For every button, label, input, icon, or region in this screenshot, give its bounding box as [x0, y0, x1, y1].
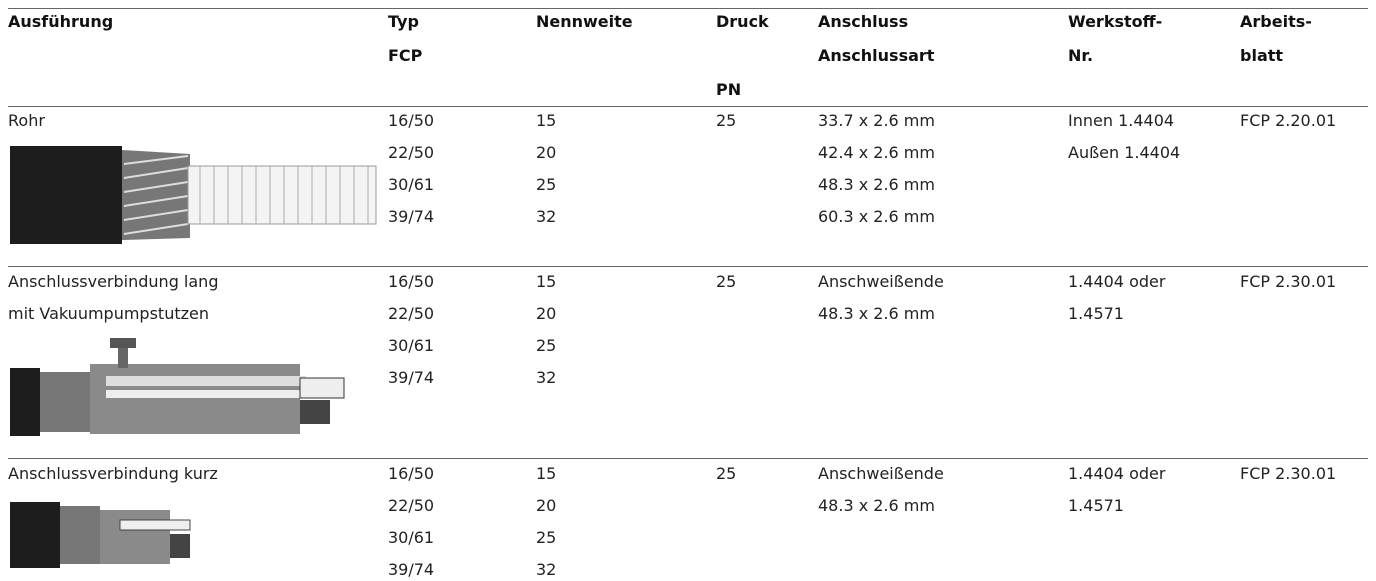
table-cell: 22/50 — [388, 142, 434, 164]
table-cell: 25 — [536, 335, 556, 357]
table-cell: 42.4 x 2.6 mm — [818, 142, 935, 164]
table-cell: 32 — [536, 206, 556, 228]
table-cell: 16/50 — [388, 271, 434, 293]
table-cell: Rohr — [8, 110, 45, 132]
table-cell: 1.4404 oder — [1068, 463, 1165, 485]
table-cell: Außen 1.4404 — [1068, 142, 1180, 164]
table-cell: FCP 2.30.01 — [1240, 271, 1336, 293]
header-cell: FCP — [388, 45, 422, 67]
table-cell: 20 — [536, 495, 556, 517]
header-cell: Nennweite — [536, 11, 633, 33]
long-connection-image — [10, 338, 350, 438]
pipe-image — [10, 144, 380, 246]
table-cell: Innen 1.4404 — [1068, 110, 1174, 132]
table-cell: 48.3 x 2.6 mm — [818, 495, 935, 517]
table-cell: 48.3 x 2.6 mm — [818, 174, 935, 196]
table-cell: 33.7 x 2.6 mm — [818, 110, 935, 132]
table-cell: FCP 2.20.01 — [1240, 110, 1336, 132]
table-cell: 32 — [536, 559, 556, 581]
header-cell: Anschlussart — [818, 45, 934, 67]
table-cell: 20 — [536, 142, 556, 164]
table-cell: FCP 2.30.01 — [1240, 463, 1336, 485]
table-cell: 16/50 — [388, 463, 434, 485]
spec-table: Ausführung Typ FCP Nennweite Druck PN Anschlus… — [0, 0, 1376, 581]
row-rule — [8, 8, 1368, 9]
header-cell: Arbeits- — [1240, 11, 1312, 33]
header-cell: Anschluss — [818, 11, 908, 33]
table-cell: 1.4404 oder — [1068, 271, 1165, 293]
table-cell: 15 — [536, 271, 556, 293]
short-connection-image — [10, 500, 192, 570]
table-cell: 30/61 — [388, 174, 434, 196]
table-cell: 25 — [536, 174, 556, 196]
table-cell: 16/50 — [388, 110, 434, 132]
header-cell: Ausführung — [8, 11, 113, 33]
table-cell: 15 — [536, 463, 556, 485]
table-cell: 39/74 — [388, 206, 434, 228]
table-cell: 25 — [716, 463, 736, 485]
table-cell: Anschweißende — [818, 271, 944, 293]
table-cell: 48.3 x 2.6 mm — [818, 303, 935, 325]
table-cell: 30/61 — [388, 335, 434, 357]
row-rule — [8, 266, 1368, 267]
table-cell: Anschweißende — [818, 463, 944, 485]
table-cell: 25 — [716, 110, 736, 132]
table-cell: Anschlussverbindung lang — [8, 271, 218, 293]
table-cell: 1.4571 — [1068, 495, 1124, 517]
table-cell: mit Vakuumpumpstutzen — [8, 303, 209, 325]
header-cell: Werkstoff- — [1068, 11, 1162, 33]
table-cell: 32 — [536, 367, 556, 389]
header-cell: Typ — [388, 11, 419, 33]
header-cell: blatt — [1240, 45, 1283, 67]
row-rule — [8, 106, 1368, 107]
table-cell: Anschlussverbindung kurz — [8, 463, 218, 485]
table-cell: 22/50 — [388, 495, 434, 517]
table-cell: 30/61 — [388, 527, 434, 549]
header-cell: Druck — [716, 11, 769, 33]
row-rule — [8, 458, 1368, 459]
table-cell: 39/74 — [388, 559, 434, 581]
table-cell: 15 — [536, 110, 556, 132]
table-cell: 1.4571 — [1068, 303, 1124, 325]
header-cell: Nr. — [1068, 45, 1093, 67]
table-cell: 22/50 — [388, 303, 434, 325]
header-cell: PN — [716, 79, 741, 101]
table-cell: 20 — [536, 303, 556, 325]
table-cell: 25 — [716, 271, 736, 293]
table-cell: 60.3 x 2.6 mm — [818, 206, 935, 228]
table-cell: 39/74 — [388, 367, 434, 389]
table-cell: 25 — [536, 527, 556, 549]
